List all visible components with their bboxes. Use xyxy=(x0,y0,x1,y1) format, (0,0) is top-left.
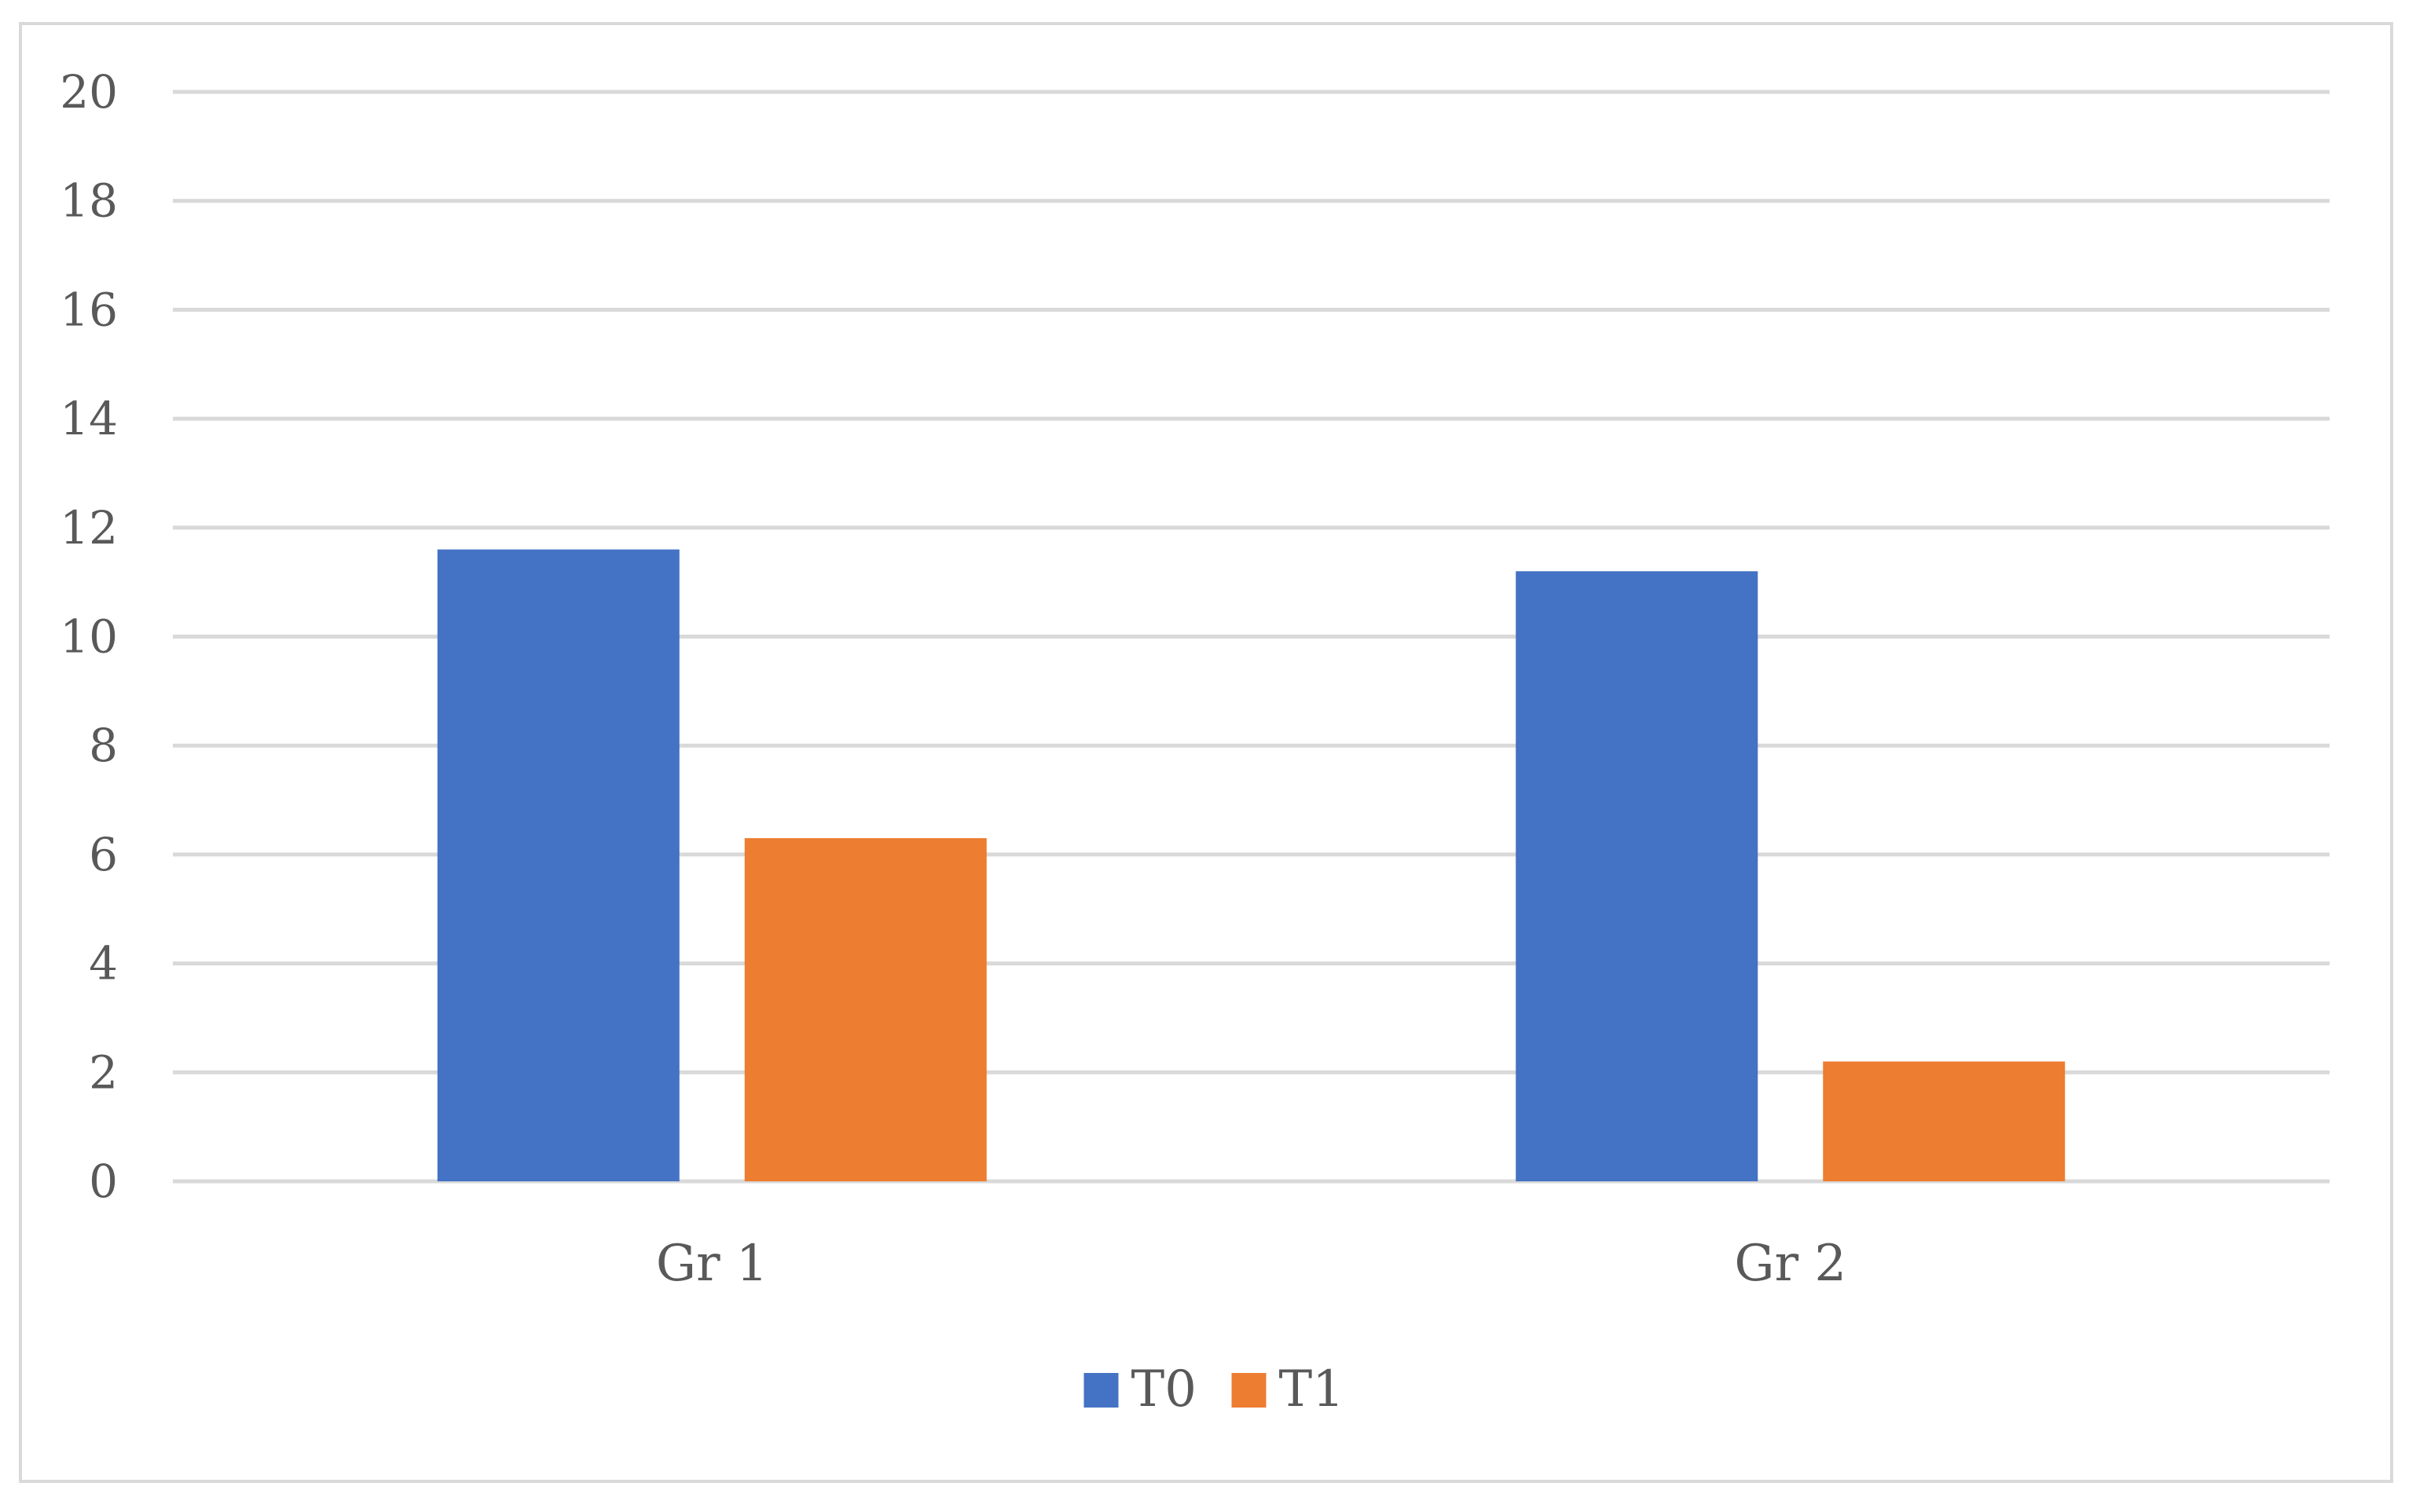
y-tick-label: 18 xyxy=(60,174,118,228)
y-tick-label: 4 xyxy=(89,937,118,990)
x-category-label: Gr 2 xyxy=(1734,1235,1846,1293)
bar-t0-gr-1 xyxy=(437,549,680,1181)
y-tick-label: 2 xyxy=(89,1045,118,1099)
y-axis-tick-labels: 0 2 4 6 8 10 12 14 16 18 20 xyxy=(60,65,118,1208)
legend: T0 T1 xyxy=(1083,1360,1344,1419)
legend-swatch-t1 xyxy=(1231,1373,1267,1408)
chart-frame xyxy=(19,22,2393,1483)
y-tick-label: 0 xyxy=(89,1155,118,1208)
bar-t1-gr-2 xyxy=(1823,1061,2066,1181)
legend-label-t0: T0 xyxy=(1131,1360,1197,1419)
y-tick-label: 10 xyxy=(60,610,118,664)
y-tick-label: 8 xyxy=(89,719,118,772)
y-tick-label: 12 xyxy=(60,501,118,555)
y-tick-label: 20 xyxy=(60,65,118,119)
x-axis-category-labels: Gr 1 Gr 2 xyxy=(656,1235,1846,1293)
y-tick-label: 14 xyxy=(60,392,118,445)
legend-swatch-t0 xyxy=(1083,1373,1119,1408)
legend-label-t1: T1 xyxy=(1279,1360,1344,1419)
y-tick-label: 16 xyxy=(60,283,118,336)
bar-t0-gr-2 xyxy=(1516,571,1758,1181)
bar-t1-gr-1 xyxy=(744,838,987,1181)
x-category-label: Gr 1 xyxy=(656,1235,768,1293)
bars xyxy=(437,549,2066,1181)
y-tick-label: 6 xyxy=(89,828,118,881)
